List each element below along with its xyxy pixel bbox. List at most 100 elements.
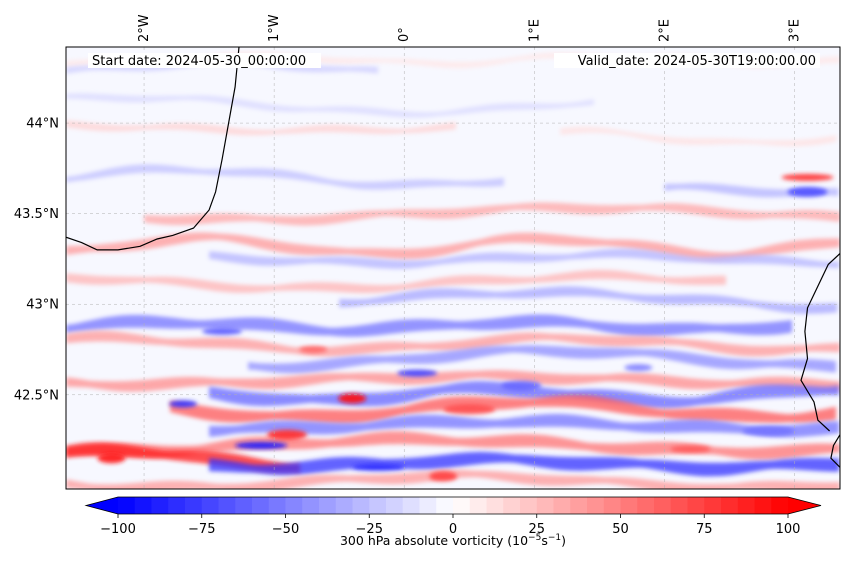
colorbar-tick-label: −100 bbox=[100, 522, 136, 537]
vorticity-eddy bbox=[742, 426, 795, 436]
colorbar-segment bbox=[486, 497, 504, 514]
colorbar-tick-label: 25 bbox=[528, 522, 545, 537]
vorticity-band bbox=[66, 164, 504, 190]
colorbar-segment bbox=[737, 497, 755, 514]
colorbar-segment bbox=[201, 497, 219, 514]
vorticity-band bbox=[66, 232, 840, 261]
colorbar-tick-label: 50 bbox=[612, 522, 629, 537]
colorbar-segment bbox=[503, 497, 521, 514]
colorbar-tick-label: −50 bbox=[272, 522, 299, 537]
vorticity-eddy bbox=[338, 393, 367, 404]
vorticity-eddy bbox=[169, 400, 198, 408]
vorticity-band bbox=[66, 93, 594, 118]
coastline bbox=[66, 47, 240, 251]
units-exponent-2: −1 bbox=[548, 533, 561, 543]
longitude-labels: 2°W 1°W 0° 1°E 2°E 3°E bbox=[137, 14, 802, 42]
colorbar-variable: 300 hPa absolute vorticity bbox=[340, 533, 504, 548]
vorticity-eddy bbox=[781, 173, 834, 181]
start-date-box bbox=[88, 53, 321, 68]
colorbar-segment bbox=[252, 497, 270, 514]
vorticity-band bbox=[66, 431, 840, 460]
colorbar-segment bbox=[218, 497, 236, 514]
start-date-label: Start date: 2024-05-30_00:00:00 bbox=[92, 54, 306, 69]
longitude-tick-label: 3°E bbox=[787, 19, 802, 42]
vorticity-eddy bbox=[352, 463, 405, 471]
vorticity-eddy bbox=[202, 327, 243, 335]
vorticity-band bbox=[209, 451, 840, 477]
coastline bbox=[800, 253, 840, 432]
map-frame bbox=[65, 46, 841, 490]
vorticity-band bbox=[66, 269, 726, 294]
colorbar-segment bbox=[654, 497, 672, 514]
colorbar-segment bbox=[118, 497, 136, 514]
vorticity-eddy bbox=[787, 186, 828, 197]
vorticity-band bbox=[209, 248, 840, 269]
longitude-tick-label: 1°E bbox=[527, 19, 542, 42]
colorbar-segment bbox=[687, 497, 705, 514]
valid-date-box bbox=[554, 53, 820, 68]
vorticity-band bbox=[66, 58, 378, 74]
vorticity-eddy bbox=[267, 429, 308, 440]
colorbar-segment bbox=[670, 497, 688, 514]
coastline bbox=[830, 434, 840, 468]
vorticity-band bbox=[66, 314, 792, 337]
longitude-tick-label: 1°W bbox=[267, 14, 282, 42]
latitude-tick-label: 43.5°N bbox=[14, 207, 59, 222]
colorbar-extend-max bbox=[788, 497, 821, 514]
vorticity-eddy bbox=[624, 364, 653, 372]
colorbar-ticks: −100 −75 −50 −25 0 25 50 75 100 bbox=[100, 514, 800, 537]
colorbar-tick-label: −25 bbox=[356, 522, 383, 537]
vorticity-band bbox=[248, 345, 837, 374]
colorbar-extend-min bbox=[86, 497, 118, 514]
longitude-tick-label: 2°E bbox=[657, 19, 672, 42]
colorbar-segment bbox=[285, 497, 303, 514]
latitude-tick-label: 43°N bbox=[26, 298, 59, 313]
vorticity-band bbox=[339, 286, 838, 314]
colorbar-segment bbox=[386, 497, 404, 514]
colorbar-segment bbox=[553, 497, 571, 514]
latitude-tick-label: 44°N bbox=[26, 117, 59, 132]
colorbar bbox=[84, 496, 822, 515]
colorbar-tick-label: 100 bbox=[776, 522, 801, 537]
vorticity-band bbox=[170, 394, 837, 424]
colorbar-segment bbox=[369, 497, 387, 514]
colorbar-segment bbox=[335, 497, 353, 514]
colorbar-title: 300 hPa absolute vorticity (10−5s−1) bbox=[340, 533, 566, 548]
colorbar-segment bbox=[469, 497, 487, 514]
colorbar-segment bbox=[620, 497, 638, 514]
colorbar-segment bbox=[754, 497, 772, 514]
colorbar-segment bbox=[704, 497, 722, 514]
colorbar-tick-label: 0 bbox=[449, 522, 457, 537]
units-exponent-1: −5 bbox=[528, 533, 541, 543]
longitude-tick-label: 2°W bbox=[137, 14, 152, 42]
vorticity-field bbox=[66, 51, 840, 489]
vorticity-eddy bbox=[443, 404, 496, 415]
colorbar-segment bbox=[134, 497, 152, 514]
colorbar-segment bbox=[352, 497, 370, 514]
colorbar-segment bbox=[536, 497, 554, 514]
colorbar-segment bbox=[185, 497, 203, 514]
colorbar-segment bbox=[603, 497, 621, 514]
colorbar-tick-label: 75 bbox=[696, 522, 713, 537]
units-base: 10 bbox=[512, 533, 528, 548]
colorbar-segment bbox=[235, 497, 253, 514]
colorbar-tick-label: −75 bbox=[188, 522, 215, 537]
graticule bbox=[66, 47, 840, 489]
vorticity-band bbox=[66, 330, 840, 357]
colorbar-segment bbox=[771, 497, 789, 514]
vorticity-eddy bbox=[299, 346, 328, 353]
colorbar-segment bbox=[721, 497, 739, 514]
vorticity-band bbox=[144, 202, 840, 226]
colorbar-segment bbox=[151, 497, 169, 514]
longitude-tick-label: 0° bbox=[397, 27, 412, 42]
vorticity-eddy bbox=[501, 380, 542, 391]
latitude-tick-label: 42.5°N bbox=[14, 388, 59, 403]
colorbar-segment bbox=[570, 497, 588, 514]
coastlines bbox=[66, 47, 840, 468]
colorbar-segment bbox=[168, 497, 186, 514]
vorticity-band bbox=[560, 126, 837, 147]
vorticity-eddy bbox=[429, 471, 458, 482]
colorbar-segment bbox=[587, 497, 605, 514]
colorbar-segment bbox=[268, 497, 286, 514]
